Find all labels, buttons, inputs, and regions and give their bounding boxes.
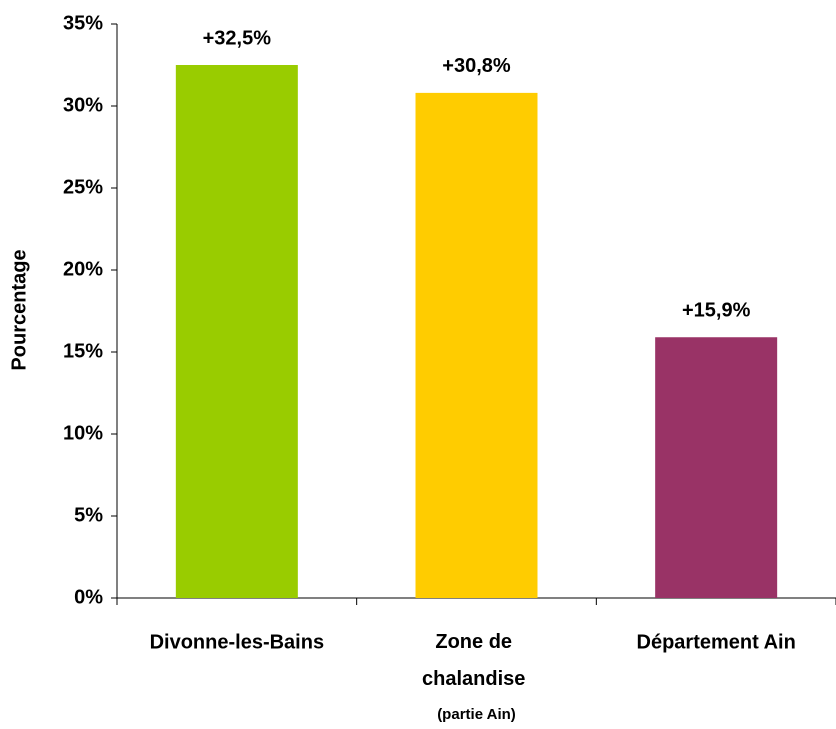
y-tick-label: 35% (63, 12, 103, 34)
y-axis-label: Pourcentage (8, 249, 30, 370)
y-tick-label: 25% (63, 176, 103, 198)
x-tick-label-line: Zone de (435, 631, 517, 653)
x-tick-label: Divonne-les-Bains (150, 631, 324, 653)
bar (175, 65, 298, 598)
bar (655, 337, 778, 598)
x-tick-label: Département Ain (637, 631, 796, 653)
value-label: +32,5% (203, 27, 272, 49)
y-tick-label: 0% (74, 586, 103, 608)
y-tick-label: 10% (63, 422, 103, 444)
y-tick-label: 15% (63, 340, 103, 362)
bar (415, 92, 538, 598)
x-tick-label-note: (partie Ain) (437, 706, 516, 723)
value-label: +30,8% (442, 55, 511, 77)
x-tick-label-line: chalandise (422, 668, 531, 690)
y-tick-label: 30% (63, 94, 103, 116)
x-tick-label: Zone de chalandise (partie Ain) (422, 631, 531, 723)
y-tick-label: 5% (74, 504, 103, 526)
value-label: +15,9% (682, 300, 751, 322)
y-tick-label: 20% (63, 258, 103, 280)
